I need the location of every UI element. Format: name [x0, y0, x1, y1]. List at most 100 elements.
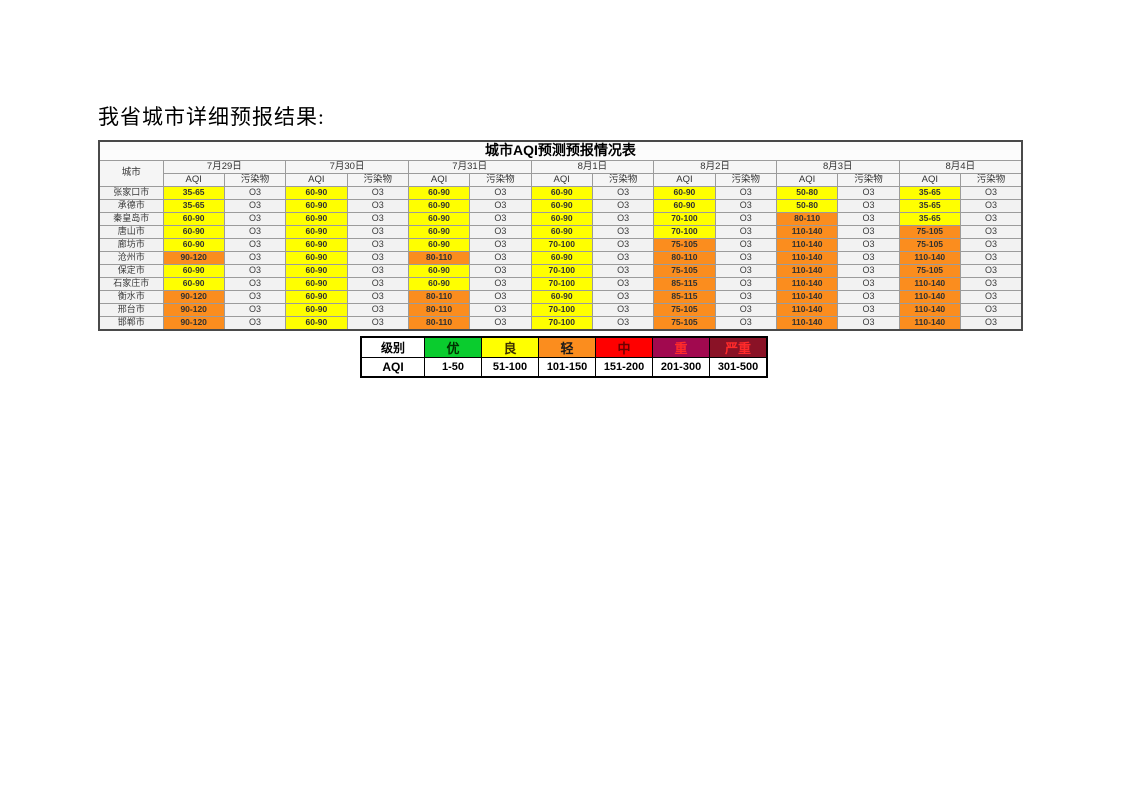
aqi-value-cell: 75-105	[653, 264, 716, 278]
aqi-value-cell: 60-90	[530, 251, 593, 265]
pollutant-cell: O3	[959, 199, 1023, 213]
pollutant-cell: O3	[346, 290, 409, 304]
date-header: 7月30日	[285, 160, 409, 174]
pollutant-cell: O3	[591, 186, 655, 200]
aqi-value-cell: 60-90	[285, 199, 348, 213]
table-row: 张家口市 35-65 O3 60-90 O3 60-90 O3 60-90 O3 60-90 O3 5…	[98, 186, 1023, 200]
pollutant-cell: O3	[591, 303, 655, 317]
table-title-row: 城市AQI预测预报情况表	[98, 140, 1023, 161]
legend-aqi-range: 1-50	[424, 357, 482, 378]
aqi-value-cell: 110-140	[775, 290, 839, 304]
aqi-value-cell: 60-90	[407, 212, 471, 226]
pollutant-cell: O3	[959, 238, 1023, 252]
aqi-value-cell: 60-90	[407, 277, 471, 291]
legend-level-name: 良	[481, 336, 539, 358]
aqi-value-cell: 50-80	[775, 186, 839, 200]
aqi-value-cell: 70-100	[530, 277, 593, 291]
aqi-value-cell: 70-100	[530, 238, 593, 252]
pollutant-cell: O3	[223, 251, 287, 265]
pollutant-cell: O3	[469, 316, 532, 331]
aqi-value-cell: 60-90	[285, 251, 348, 265]
pollutant-cell: O3	[959, 225, 1023, 239]
aqi-legend-table: 级别优良轻中重严重 AQI 1-50 51-100 101-150 151-200 201-…	[360, 336, 768, 378]
pollutant-cell: O3	[837, 186, 900, 200]
aqi-value-cell: 90-120	[162, 303, 225, 317]
city-name: 张家口市	[98, 186, 164, 200]
aqi-value-cell: 80-110	[653, 251, 716, 265]
legend-level-label: 级别	[360, 336, 425, 358]
aqi-value-cell: 60-90	[285, 303, 348, 317]
aqi-value-cell: 60-90	[285, 264, 348, 278]
aqi-value-cell: 90-120	[162, 290, 225, 304]
city-name: 唐山市	[98, 225, 164, 239]
aqi-value-cell: 35-65	[162, 186, 225, 200]
pollutant-cell: O3	[591, 251, 655, 265]
aqi-value-cell: 35-65	[162, 199, 225, 213]
pollutant-cell: O3	[346, 186, 409, 200]
legend-aqi-range: 301-500	[709, 357, 768, 378]
pollutant-cell: O3	[959, 277, 1023, 291]
aqi-value-cell: 60-90	[162, 264, 225, 278]
date-header: 8月4日	[898, 160, 1023, 174]
pollutant-cell: O3	[837, 199, 900, 213]
aqi-value-cell: 70-100	[653, 225, 716, 239]
pollutant-cell: O3	[959, 264, 1023, 278]
aqi-value-cell: 110-140	[898, 316, 961, 331]
date-header-row: 城市 7月29日 7月30日 7月31日 8月1日 8月2日 8月3日 8月4日	[98, 160, 1023, 187]
legend-level-name: 轻	[538, 336, 596, 358]
pollutant-cell: O3	[346, 303, 409, 317]
pollutant-cell: O3	[223, 264, 287, 278]
legend-aqi-range: 101-150	[538, 357, 596, 378]
aqi-value-cell: 60-90	[407, 238, 471, 252]
pollutant-cell: O3	[469, 251, 532, 265]
aqi-value-cell: 60-90	[162, 225, 225, 239]
aqi-value-cell: 110-140	[775, 238, 839, 252]
date-header: 8月1日	[530, 160, 655, 174]
aqi-column-header: AQI	[407, 173, 471, 187]
pollutant-column-header: 污染物	[591, 173, 655, 187]
table-row: 衡水市 90-120 O3 60-90 O3 80-110 O3 60-90 O3 85-115 O…	[98, 290, 1023, 304]
aqi-value-cell: 60-90	[530, 225, 593, 239]
legend-level-name: 严重	[709, 336, 768, 358]
aqi-value-cell: 75-105	[653, 316, 716, 331]
aqi-column-header: AQI	[162, 173, 225, 187]
pollutant-cell: O3	[346, 264, 409, 278]
city-column-header: 城市	[98, 160, 164, 187]
table-row: 邯郸市 90-120 O3 60-90 O3 80-110 O3 70-100 O3 75-105…	[98, 316, 1023, 331]
pollutant-cell: O3	[223, 186, 287, 200]
aqi-value-cell: 110-140	[775, 277, 839, 291]
city-name: 沧州市	[98, 251, 164, 265]
pollutant-cell: O3	[346, 238, 409, 252]
city-name: 衡水市	[98, 290, 164, 304]
aqi-value-cell: 60-90	[285, 225, 348, 239]
aqi-value-cell: 70-100	[653, 212, 716, 226]
pollutant-cell: O3	[223, 290, 287, 304]
pollutant-cell: O3	[837, 277, 900, 291]
pollutant-cell: O3	[591, 264, 655, 278]
subheader-row: AQI 污染物 AQI 污染物 AQI 污染物 AQI 污染物 AQI 污染物 AQI 污染物 AQI 污…	[99, 173, 1023, 187]
aqi-value-cell: 75-105	[653, 238, 716, 252]
aqi-value-cell: 60-90	[530, 290, 593, 304]
pollutant-cell: O3	[959, 251, 1023, 265]
aqi-value-cell: 110-140	[775, 251, 839, 265]
aqi-column-header: AQI	[653, 173, 716, 187]
legend-aqi-label: AQI	[360, 357, 425, 378]
aqi-value-cell: 60-90	[162, 212, 225, 226]
city-name: 保定市	[98, 264, 164, 278]
date-header: 7月29日	[162, 160, 287, 174]
table-row: 保定市 60-90 O3 60-90 O3 60-90 O3 70-100 O3 75-105 O3…	[98, 264, 1023, 278]
table-row: 廊坊市 60-90 O3 60-90 O3 60-90 O3 70-100 O3 75-105 O3…	[98, 238, 1023, 252]
pollutant-cell: O3	[223, 316, 287, 331]
pollutant-cell: O3	[959, 290, 1023, 304]
pollutant-cell: O3	[837, 303, 900, 317]
pollutant-cell: O3	[223, 199, 287, 213]
aqi-value-cell: 110-140	[775, 225, 839, 239]
pollutant-cell: O3	[591, 290, 655, 304]
city-name: 廊坊市	[98, 238, 164, 252]
aqi-value-cell: 80-110	[407, 316, 471, 331]
pollutant-cell: O3	[469, 264, 532, 278]
pollutant-cell: O3	[469, 277, 532, 291]
pollutant-cell: O3	[591, 212, 655, 226]
pollutant-column-header: 污染物	[469, 173, 532, 187]
pollutant-cell: O3	[837, 225, 900, 239]
